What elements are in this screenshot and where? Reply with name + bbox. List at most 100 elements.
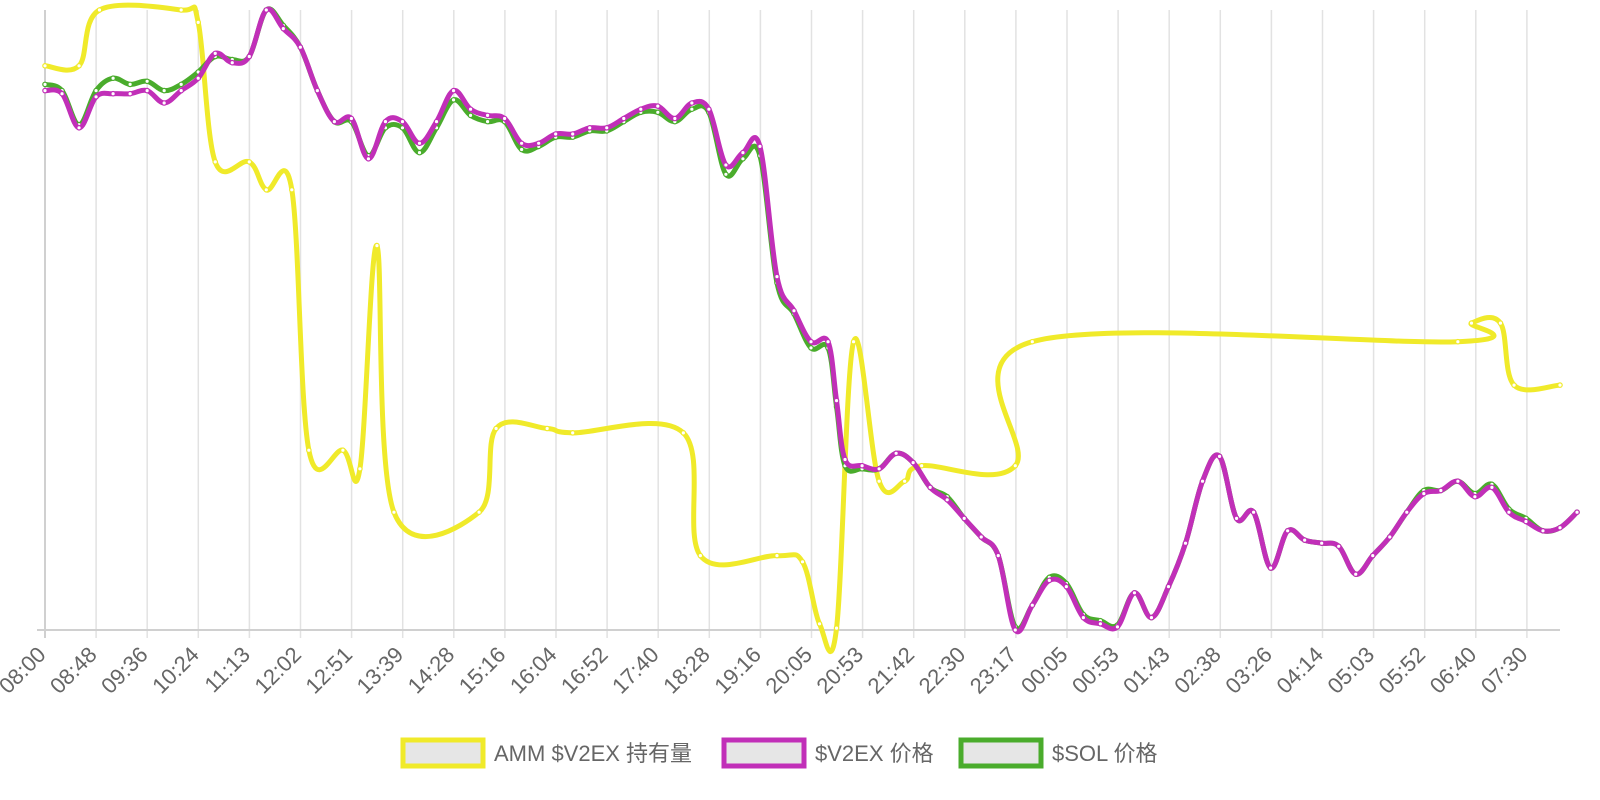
data-point — [467, 112, 474, 119]
data-point — [263, 187, 270, 193]
x-tick-label: 15:16 — [454, 642, 511, 699]
data-point — [1216, 453, 1223, 460]
data-point — [944, 496, 950, 503]
data-point — [42, 87, 48, 94]
x-tick-label: 20:05 — [760, 642, 817, 699]
legend-label: AMM $V2EX 持有量 — [494, 741, 692, 766]
data-point — [195, 19, 202, 26]
x-tick-label: 05:03 — [1323, 642, 1380, 699]
x-tick-label: 21:42 — [863, 642, 920, 699]
data-point — [1369, 552, 1376, 559]
data-point — [306, 447, 312, 454]
legend-swatch — [721, 737, 807, 769]
data-point — [484, 112, 491, 119]
data-point — [340, 447, 346, 454]
data-point — [995, 552, 1002, 559]
data-point — [59, 90, 65, 97]
data-point — [740, 156, 746, 162]
data-point — [212, 50, 219, 57]
data-point — [1097, 620, 1104, 627]
data-point — [1250, 509, 1257, 516]
data-point — [833, 397, 840, 404]
data-point — [791, 307, 797, 314]
data-point — [416, 149, 423, 156]
data-point — [212, 159, 219, 165]
data-point — [1029, 602, 1036, 609]
data-point — [357, 465, 363, 472]
data-point — [246, 159, 253, 165]
data-point — [910, 459, 916, 466]
data-point — [365, 156, 372, 162]
x-tick-label: 12:02 — [249, 642, 306, 699]
data-point — [42, 81, 48, 88]
data-point — [876, 465, 882, 472]
data-point — [1131, 589, 1138, 596]
data-point — [76, 125, 82, 131]
data-point — [655, 109, 661, 116]
x-tick-label: 20:53 — [812, 642, 869, 699]
data-point — [1523, 518, 1529, 525]
data-point — [416, 140, 423, 147]
data-point — [110, 90, 116, 97]
data-point — [1506, 509, 1512, 516]
data-point — [1472, 493, 1478, 500]
data-point — [1497, 320, 1504, 326]
data-point — [1267, 565, 1274, 571]
x-tick-label: 02:38 — [1169, 642, 1226, 699]
data-point — [1012, 462, 1019, 469]
data-point — [144, 78, 150, 85]
data-point — [391, 509, 397, 516]
data-point — [535, 140, 542, 147]
data-point — [672, 115, 678, 122]
data-point — [850, 338, 857, 345]
data-point — [501, 115, 508, 122]
data-point — [476, 509, 482, 516]
data-point — [552, 131, 559, 137]
legend: AMM $V2EX 持有量 $V2EX 价格 $SOL 价格 — [400, 737, 1158, 769]
data-point — [161, 87, 167, 94]
legend-swatch — [400, 737, 486, 769]
data-point — [178, 7, 184, 13]
data-point — [374, 242, 380, 249]
legend-swatch — [958, 737, 1044, 769]
x-tick-label: 06:40 — [1425, 642, 1482, 699]
data-point — [178, 87, 184, 94]
data-point — [493, 425, 499, 432]
data-point — [799, 558, 806, 565]
data-point — [1557, 382, 1563, 388]
data-point — [229, 59, 236, 66]
data-point — [655, 103, 661, 109]
x-tick-label: 13:39 — [352, 642, 409, 699]
series-1 — [42, 6, 1580, 635]
x-tick-label: 17:40 — [607, 642, 664, 699]
data-point — [774, 552, 780, 559]
data-point — [484, 118, 491, 125]
data-point — [569, 430, 576, 436]
data-point — [723, 171, 729, 178]
data-point — [1114, 624, 1121, 630]
data-point — [289, 187, 295, 193]
data-point — [1386, 534, 1393, 540]
x-tick-label: 14:28 — [403, 642, 460, 699]
data-point — [1233, 515, 1240, 522]
x-tick-label: 00:05 — [1016, 642, 1073, 699]
data-point — [586, 125, 593, 131]
x-tick-label: 08:48 — [45, 642, 102, 699]
data-point — [723, 162, 729, 168]
series-line — [42, 6, 1580, 635]
data-point — [620, 115, 627, 122]
data-point — [348, 115, 355, 122]
x-tick-label: 19:16 — [709, 642, 766, 699]
legend-label: $SOL 价格 — [1052, 741, 1158, 766]
data-point — [382, 118, 389, 125]
data-point — [96, 7, 103, 13]
data-point — [1199, 478, 1206, 485]
x-tick-label: 08:00 — [0, 642, 51, 699]
data-point — [467, 106, 474, 113]
data-point — [1335, 543, 1342, 550]
data-point — [110, 75, 116, 82]
x-tick-label: 07:30 — [1476, 642, 1533, 699]
data-point — [544, 425, 550, 432]
x-tick-label: 23:17 — [965, 642, 1022, 699]
x-tick-label: 01:43 — [1118, 642, 1175, 699]
